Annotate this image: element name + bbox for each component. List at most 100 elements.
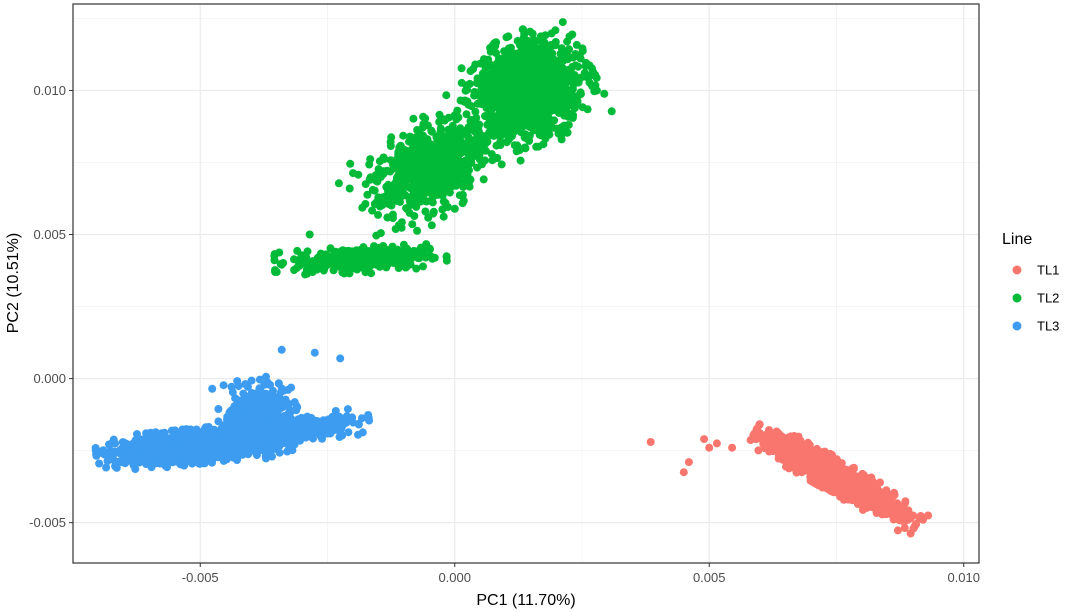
- data-point: [505, 59, 514, 68]
- data-point: [435, 156, 444, 165]
- data-point: [519, 79, 528, 88]
- data-point: [574, 78, 583, 87]
- data-point: [370, 242, 378, 251]
- data-point: [857, 490, 866, 499]
- data-point: [433, 171, 442, 180]
- data-point: [555, 64, 564, 73]
- data-point: [700, 435, 709, 444]
- data-point: [441, 198, 450, 207]
- data-point: [466, 67, 475, 76]
- data-point: [466, 117, 475, 125]
- data-point: [549, 75, 558, 84]
- data-point: [867, 473, 876, 482]
- data-point: [473, 99, 482, 108]
- data-point: [496, 132, 505, 141]
- data-point: [518, 67, 527, 76]
- data-point: [535, 52, 543, 61]
- data-point: [438, 205, 447, 214]
- data-point: [297, 260, 306, 269]
- data-point: [340, 269, 349, 278]
- data-point: [356, 253, 365, 262]
- series-tl3: [91, 345, 374, 474]
- data-point: [103, 449, 112, 458]
- data-point: [383, 213, 392, 222]
- series-tl2: [270, 18, 616, 279]
- data-point: [133, 430, 141, 439]
- data-point: [547, 40, 556, 49]
- data-point: [886, 508, 894, 517]
- data-point: [377, 257, 386, 266]
- data-point: [486, 113, 495, 122]
- data-point: [570, 104, 579, 113]
- data-point: [911, 520, 920, 529]
- data-point: [366, 173, 375, 182]
- data-point: [420, 181, 428, 190]
- data-point: [455, 191, 464, 200]
- data-point: [903, 507, 912, 515]
- data-point: [553, 91, 561, 100]
- data-point: [423, 168, 432, 177]
- data-point: [516, 156, 525, 165]
- data-point: [353, 265, 362, 274]
- data-point: [518, 37, 526, 46]
- data-point: [383, 185, 392, 194]
- data-point: [538, 65, 547, 74]
- data-point: [365, 160, 374, 169]
- data-point: [827, 486, 836, 495]
- series-tl1: [646, 420, 933, 538]
- data-point: [395, 192, 404, 201]
- data-point: [679, 468, 688, 477]
- data-point: [575, 51, 584, 60]
- data-point: [590, 87, 599, 96]
- data-point: [386, 142, 395, 150]
- data-point: [338, 246, 347, 255]
- data-point: [754, 446, 763, 455]
- data-point: [303, 247, 312, 256]
- data-point: [363, 190, 372, 199]
- data-point: [539, 91, 548, 100]
- data-point: [859, 471, 868, 479]
- data-point: [419, 262, 427, 271]
- data-point: [467, 102, 476, 111]
- data-point: [511, 49, 520, 58]
- data-point: [586, 71, 595, 80]
- data-point: [368, 206, 377, 215]
- data-point: [482, 91, 491, 100]
- data-point: [546, 52, 555, 61]
- data-point: [524, 131, 533, 140]
- data-point: [539, 110, 548, 119]
- data-point: [536, 78, 545, 87]
- data-point: [102, 463, 111, 472]
- data-point: [474, 145, 483, 154]
- data-point: [422, 240, 431, 249]
- data-point: [275, 248, 284, 257]
- data-point: [397, 250, 406, 259]
- data-point: [442, 91, 451, 100]
- data-point: [558, 18, 567, 27]
- data-point: [855, 479, 864, 488]
- data-point: [460, 168, 469, 177]
- data-point: [774, 430, 783, 438]
- data-point: [504, 48, 513, 57]
- data-point: [746, 436, 755, 445]
- data-point: [404, 174, 413, 183]
- data-point: [568, 62, 577, 71]
- data-point: [409, 114, 418, 123]
- data-point: [431, 146, 440, 155]
- data-point: [781, 435, 790, 444]
- data-point: [785, 464, 793, 473]
- data-point: [401, 149, 410, 158]
- data-point: [425, 141, 434, 150]
- data-point: [519, 25, 527, 34]
- data-point: [448, 126, 457, 135]
- data-point: [522, 103, 531, 112]
- data-point: [481, 64, 490, 73]
- data-point: [403, 244, 412, 253]
- data-point: [542, 75, 551, 84]
- data-point: [460, 96, 469, 105]
- data-point: [453, 106, 462, 115]
- data-point: [270, 256, 279, 265]
- data-point: [607, 107, 616, 116]
- data-point: [760, 444, 769, 453]
- data-point: [853, 497, 862, 506]
